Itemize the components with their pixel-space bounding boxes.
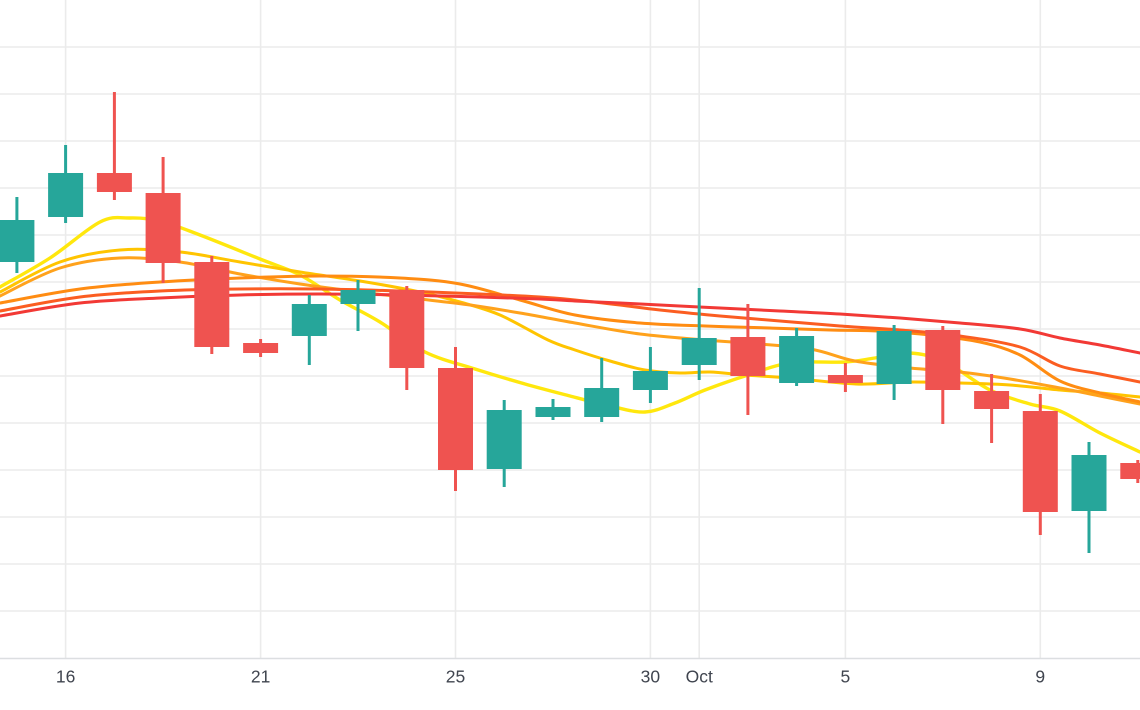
candle-body [340,290,376,304]
candle-body [974,391,1010,409]
candle-body [535,407,571,417]
candle-body [486,410,522,469]
candle-down[interactable] [1022,394,1058,535]
candle-body [925,330,961,390]
candle-up[interactable] [535,399,571,420]
x-axis-label[interactable]: 25 [446,667,465,687]
x-axis-label[interactable]: 16 [56,667,75,687]
x-axis-label[interactable]: 9 [1035,667,1045,687]
candle-down[interactable] [194,256,230,354]
candle-down[interactable] [145,157,181,283]
candle-down[interactable] [96,92,132,200]
candle-body [48,173,84,217]
candle-body [876,331,912,384]
candle-body [632,371,668,390]
ma-ribbon-5-vermilion[interactable] [0,287,1140,384]
candle-down[interactable] [925,326,961,424]
candle-down[interactable] [1120,460,1140,483]
candle-up[interactable] [632,347,668,403]
candle-up[interactable] [584,358,620,422]
candle-body [194,262,230,347]
candle-body [730,337,766,376]
x-axis-label[interactable]: 5 [841,667,851,687]
candle-body [291,304,327,336]
candle-body [1071,455,1107,511]
x-axis-label[interactable]: 21 [251,667,270,687]
candle-body [438,368,473,470]
candle-up[interactable] [0,197,35,273]
ma-ribbon-4-orange[interactable] [0,274,1140,404]
candle-body [1022,411,1058,512]
candle-body [0,220,35,262]
candle-body [584,388,620,417]
candle-up[interactable] [1071,442,1107,553]
candle-down[interactable] [730,304,766,415]
x-axis-label[interactable]: 30 [641,667,661,687]
candle-down[interactable] [438,347,473,491]
candle-body [779,336,815,383]
candle-body [243,343,279,353]
candle-body [96,173,132,192]
candle-down[interactable] [243,339,279,357]
candle-up[interactable] [779,328,815,386]
candle-wick [356,280,360,331]
candle-body [1120,463,1140,479]
candle-down[interactable] [974,374,1010,443]
x-axis-label[interactable]: Oct [686,667,713,687]
candle-body [827,375,863,383]
candle-up[interactable] [876,325,912,400]
candle-body [389,290,425,368]
candle-up[interactable] [340,280,376,331]
candle-wick [697,288,701,380]
candle-up[interactable] [48,145,84,223]
candle-down[interactable] [827,363,863,392]
candle-down[interactable] [389,286,425,390]
candle-body [681,338,717,365]
candle-up[interactable] [291,295,327,365]
ma-ribbon-6-red[interactable] [0,292,1140,355]
candle-wick [112,92,116,200]
candle-body [145,193,181,263]
candle-up[interactable] [681,288,717,380]
candle-up[interactable] [486,400,522,487]
